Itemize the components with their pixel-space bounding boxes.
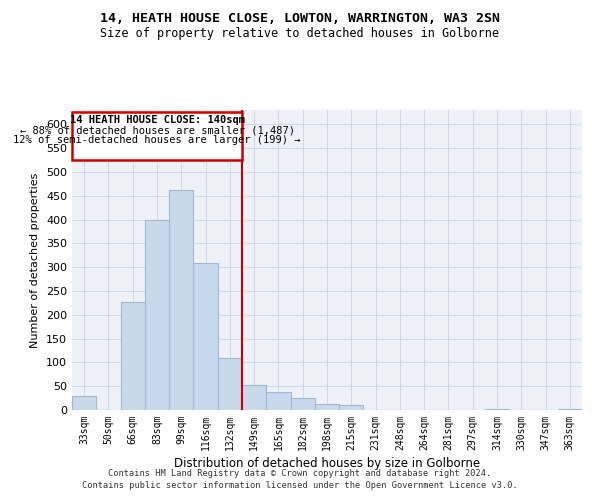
Text: ← 88% of detached houses are smaller (1,487): ← 88% of detached houses are smaller (1,… — [19, 126, 295, 136]
Bar — [72, 112, 242, 160]
Text: 14, HEATH HOUSE CLOSE, LOWTON, WARRINGTON, WA3 2SN: 14, HEATH HOUSE CLOSE, LOWTON, WARRINGTO… — [100, 12, 500, 26]
Bar — [485, 408, 509, 410]
Bar — [242, 385, 266, 410]
Y-axis label: Number of detached properties: Number of detached properties — [31, 172, 40, 348]
Bar — [72, 396, 96, 410]
Text: Contains HM Land Registry data © Crown copyright and database right 2024.: Contains HM Land Registry data © Crown c… — [109, 468, 491, 477]
Text: 12% of semi-detached houses are larger (199) →: 12% of semi-detached houses are larger (… — [13, 134, 301, 144]
Bar — [145, 220, 169, 410]
Bar — [218, 358, 242, 410]
Bar — [193, 264, 218, 410]
Bar — [266, 392, 290, 410]
Text: Size of property relative to detached houses in Golborne: Size of property relative to detached ho… — [101, 28, 499, 40]
Bar — [169, 190, 193, 410]
X-axis label: Distribution of detached houses by size in Golborne: Distribution of detached houses by size … — [174, 457, 480, 470]
Text: Contains public sector information licensed under the Open Government Licence v3: Contains public sector information licen… — [82, 481, 518, 490]
Bar — [315, 404, 339, 410]
Bar — [339, 405, 364, 410]
Text: 14 HEATH HOUSE CLOSE: 140sqm: 14 HEATH HOUSE CLOSE: 140sqm — [70, 116, 245, 126]
Bar — [558, 408, 582, 410]
Bar — [290, 398, 315, 410]
Bar — [121, 302, 145, 410]
